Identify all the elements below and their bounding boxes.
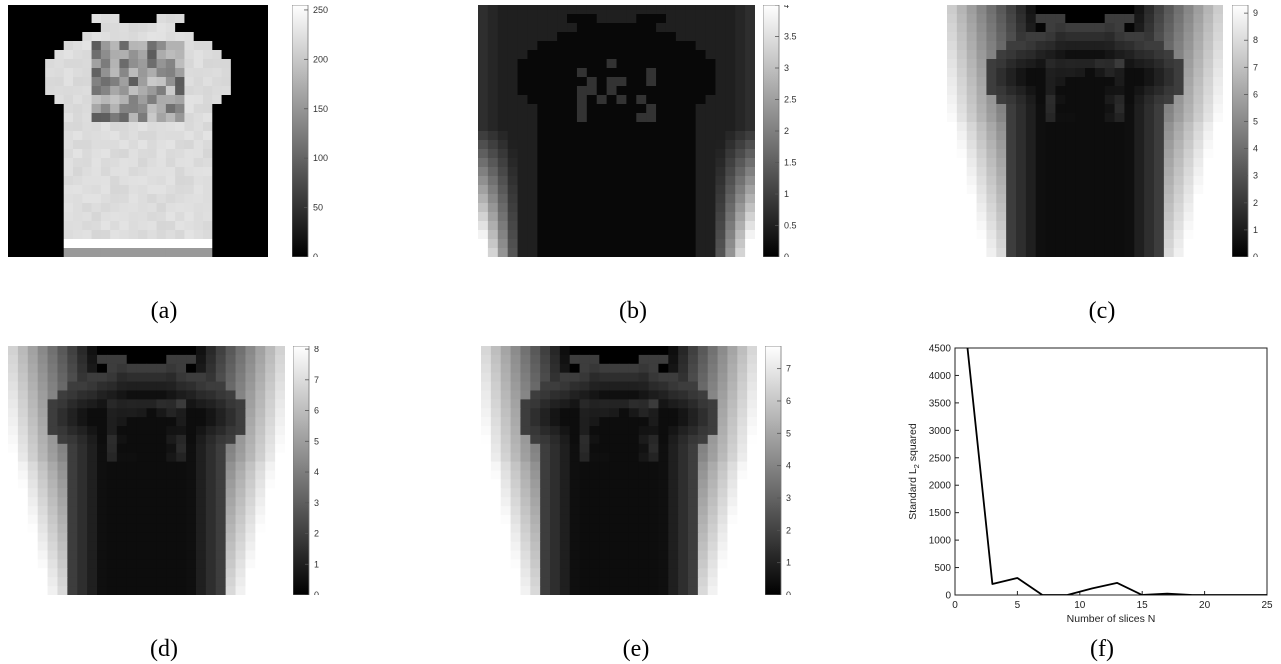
colorbar-tick-label: 2 xyxy=(784,126,789,136)
colorbar-tick-label: 3.5 xyxy=(784,32,797,42)
colorbar-tick-label: 1 xyxy=(314,559,319,569)
colorbar-tick-label: 6 xyxy=(786,396,791,406)
heatmap-d xyxy=(8,346,286,596)
y-axis-label: Standard L2 squared xyxy=(907,423,921,520)
colorbar-tick-label: 0 xyxy=(786,590,791,595)
colorbar-tick-label: 1.5 xyxy=(784,158,797,168)
panel-c: 0 1 2 3 4 5 6 7 8 9 xyxy=(947,5,1258,262)
caption-f: (f) xyxy=(1090,636,1114,662)
caption-e: (e) xyxy=(622,636,650,662)
x-tick-label: 25 xyxy=(1261,600,1273,611)
colorbar-tick-label: 5 xyxy=(786,428,791,438)
panel-d: 0 1 2 3 4 5 6 7 8 xyxy=(8,346,319,600)
colorbar-tick-label: 0 xyxy=(784,252,789,257)
y-tick-label: 3000 xyxy=(929,426,952,437)
panel-e: 0 1 2 3 4 5 6 7 xyxy=(481,346,791,600)
y-tick-label: 0 xyxy=(945,591,951,602)
colorbar-tick-label: 100 xyxy=(313,153,328,163)
y-tick-label: 2000 xyxy=(929,481,952,492)
colorbar-tick-label: 4 xyxy=(314,467,319,477)
colorbar-tick-label: 6 xyxy=(1253,89,1258,99)
colorbar-e: 0 1 2 3 4 5 6 7 xyxy=(765,346,791,595)
colorbar-tick-label: 7 xyxy=(786,364,791,374)
colorbar-tick-label: 0 xyxy=(313,252,318,257)
colorbar-tick-label: 2 xyxy=(314,529,319,539)
colorbar-tick-label: 150 xyxy=(313,104,328,114)
colorbar-tick-label: 9 xyxy=(1253,8,1258,18)
colorbar-tick-label: 7 xyxy=(314,375,319,385)
y-tick-label: 3500 xyxy=(929,398,952,409)
colorbar-tick-label: 6 xyxy=(314,406,319,416)
x-axis-label: Number of slices N xyxy=(1067,613,1156,625)
heatmap-a xyxy=(8,5,269,258)
colorbar-tick-label: 0 xyxy=(1253,252,1258,257)
colorbar-tick-label: 3 xyxy=(1253,171,1258,181)
colorbar-tick-label: 4 xyxy=(786,461,791,471)
colorbar-tick-label: 3 xyxy=(784,63,789,73)
colorbar-b: 0 0.5 1 1.5 2 2.5 3 3.5 4 xyxy=(763,5,797,257)
colorbar-tick-label: 2.5 xyxy=(784,95,797,105)
panel-b: 0 0.5 1 1.5 2 2.5 3 3.5 4 xyxy=(478,5,797,262)
y-tick-label: 4000 xyxy=(929,371,952,382)
colorbar-tick-label: 5 xyxy=(1253,117,1258,127)
y-tick-label: 2500 xyxy=(929,453,952,464)
heatmap-c xyxy=(947,5,1224,258)
colorbar-tick-label: 4 xyxy=(1253,144,1258,154)
colorbar-tick-label: 200 xyxy=(313,54,328,64)
x-tick-label: 0 xyxy=(952,600,958,611)
caption-c: (c) xyxy=(1088,298,1116,324)
colorbar-tick-label: 2 xyxy=(1253,198,1258,208)
x-tick-label: 15 xyxy=(1137,600,1149,611)
colorbar-tick-label: 4 xyxy=(784,5,789,10)
y-tick-label: 4500 xyxy=(929,344,952,355)
colorbar-tick-label: 5 xyxy=(314,436,319,446)
colorbar-c: 0 1 2 3 4 5 6 7 8 9 xyxy=(1232,5,1258,257)
x-tick-label: 5 xyxy=(1015,600,1021,611)
colorbar-tick-label: 1 xyxy=(784,189,789,199)
colorbar-a: 0 50 100 150 200 250 xyxy=(292,5,328,257)
colorbar-tick-label: 2 xyxy=(786,525,791,535)
colorbar-d: 0 1 2 3 4 5 6 7 8 xyxy=(293,346,319,595)
colorbar-tick-label: 250 xyxy=(313,5,328,15)
colorbar-tick-label: 1 xyxy=(786,558,791,568)
colorbar-tick-label: 0 xyxy=(314,590,319,595)
colorbar-tick-label: 0.5 xyxy=(784,221,797,231)
y-tick-label: 1000 xyxy=(929,536,952,547)
plot-frame xyxy=(954,347,1268,596)
line-chart-f: 0 5 10 15 20 25 0 500 1000 1500 2000 2500 3000 3500 40… xyxy=(907,344,1273,626)
y-tick-label: 500 xyxy=(934,563,951,574)
y-tick-label: 1500 xyxy=(929,508,952,519)
colorbar-tick-label: 7 xyxy=(1253,62,1258,72)
heatmap-e xyxy=(481,346,758,596)
colorbar-tick-label: 3 xyxy=(786,493,791,503)
x-tick-label: 20 xyxy=(1199,600,1211,611)
panel-a: 0 50 100 150 200 250 xyxy=(8,5,328,262)
heatmap-b xyxy=(478,5,756,258)
colorbar-tick-label: 8 xyxy=(1253,35,1258,45)
caption-b: (b) xyxy=(619,298,647,324)
colorbar-tick-label: 3 xyxy=(314,498,319,508)
caption-a: (a) xyxy=(150,298,178,324)
caption-d: (d) xyxy=(150,636,178,662)
panel-f: 0 5 10 15 20 25 0 500 1000 1500 2000 2500 3000 3500 40… xyxy=(900,340,1281,637)
series-line xyxy=(966,348,1267,595)
colorbar-tick-label: 50 xyxy=(313,203,323,213)
colorbar-tick-label: 8 xyxy=(314,346,319,354)
x-tick-label: 10 xyxy=(1074,600,1086,611)
colorbar-tick-label: 1 xyxy=(1253,225,1258,235)
